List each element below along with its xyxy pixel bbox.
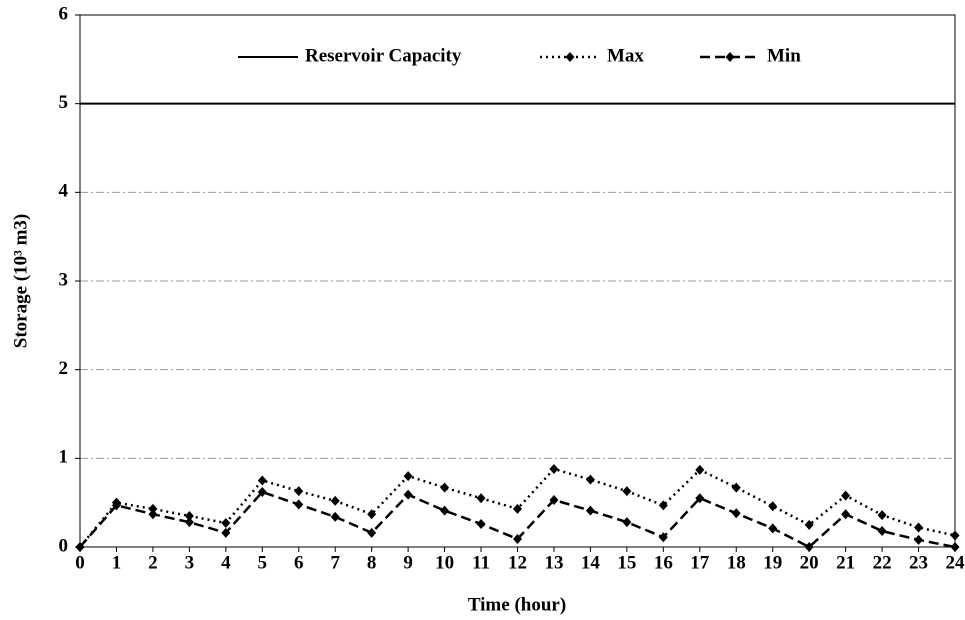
x-tick-label: 11 xyxy=(472,552,490,573)
y-tick-label: 1 xyxy=(59,447,69,468)
x-tick-label: 2 xyxy=(148,552,158,573)
x-tick-label: 8 xyxy=(367,552,377,573)
x-tick-label: 7 xyxy=(330,552,340,573)
legend-label: Max xyxy=(607,45,644,66)
marker xyxy=(184,510,194,521)
marker xyxy=(221,527,231,538)
y-tick-label: 6 xyxy=(59,3,69,24)
marker xyxy=(841,509,851,520)
x-tick-label: 22 xyxy=(873,552,892,573)
marker xyxy=(877,510,887,521)
x-tick-label: 17 xyxy=(690,552,710,573)
marker xyxy=(585,474,595,485)
x-tick-label: 9 xyxy=(403,552,413,573)
x-tick-label: 16 xyxy=(654,552,673,573)
marker xyxy=(330,495,340,506)
x-tick-label: 1 xyxy=(112,552,122,573)
marker xyxy=(877,526,887,537)
marker xyxy=(914,522,924,533)
marker xyxy=(75,542,85,552)
y-tick-label: 5 xyxy=(59,92,69,113)
x-tick-label: 23 xyxy=(909,552,928,573)
y-tick-label: 2 xyxy=(59,358,69,379)
marker xyxy=(622,486,632,497)
marker xyxy=(403,489,413,500)
marker xyxy=(513,503,522,514)
x-tick-label: 3 xyxy=(185,552,195,573)
legend-marker xyxy=(565,52,575,62)
x-axis-label: Time (hour) xyxy=(468,594,566,615)
marker xyxy=(695,493,705,504)
plot-frame xyxy=(79,14,956,548)
marker xyxy=(403,471,413,482)
y-axis-label: Storage (10³ m3) xyxy=(10,214,31,348)
marker xyxy=(111,500,121,511)
marker xyxy=(731,508,741,519)
marker xyxy=(513,534,522,545)
marker xyxy=(257,487,267,498)
marker xyxy=(221,518,231,529)
marker xyxy=(658,500,668,511)
marker xyxy=(768,523,778,534)
marker xyxy=(148,509,158,520)
x-tick-label: 5 xyxy=(258,552,268,573)
marker xyxy=(476,518,486,529)
marker xyxy=(658,532,668,543)
x-tick-label: 0 xyxy=(75,552,85,573)
x-tick-label: 13 xyxy=(544,552,563,573)
y-tick-label: 3 xyxy=(59,269,69,290)
marker xyxy=(294,499,304,510)
marker xyxy=(914,534,924,545)
marker xyxy=(367,527,377,538)
marker xyxy=(476,493,486,504)
marker xyxy=(804,542,814,552)
marker xyxy=(695,464,705,475)
marker xyxy=(841,490,851,501)
x-tick-label: 4 xyxy=(221,552,231,573)
legend-label: Reservoir Capacity xyxy=(305,45,462,66)
legend-label: Min xyxy=(767,45,801,66)
x-tick-label: 6 xyxy=(294,552,304,573)
marker xyxy=(804,519,814,530)
marker xyxy=(184,517,194,528)
marker xyxy=(731,482,741,493)
marker xyxy=(367,509,377,520)
y-tick-label: 4 xyxy=(59,181,69,202)
x-tick-label: 10 xyxy=(435,552,454,573)
x-tick-label: 14 xyxy=(581,552,601,573)
marker xyxy=(549,463,559,474)
marker xyxy=(440,482,450,493)
marker xyxy=(768,501,778,512)
marker xyxy=(294,486,304,497)
legend-marker xyxy=(725,52,735,62)
marker xyxy=(585,505,595,516)
y-tick-label: 0 xyxy=(59,535,69,556)
marker xyxy=(148,503,158,514)
x-tick-label: 18 xyxy=(727,552,746,573)
marker xyxy=(950,542,960,552)
marker xyxy=(622,517,632,528)
x-tick-label: 20 xyxy=(800,552,819,573)
x-tick-label: 19 xyxy=(763,552,782,573)
marker xyxy=(330,511,340,522)
marker xyxy=(950,530,960,541)
x-tick-label: 24 xyxy=(946,552,965,573)
marker xyxy=(257,475,267,486)
marker xyxy=(549,495,559,506)
x-tick-label: 15 xyxy=(617,552,636,573)
marker xyxy=(440,505,450,516)
x-tick-label: 12 xyxy=(508,552,527,573)
x-tick-label: 21 xyxy=(836,552,855,573)
